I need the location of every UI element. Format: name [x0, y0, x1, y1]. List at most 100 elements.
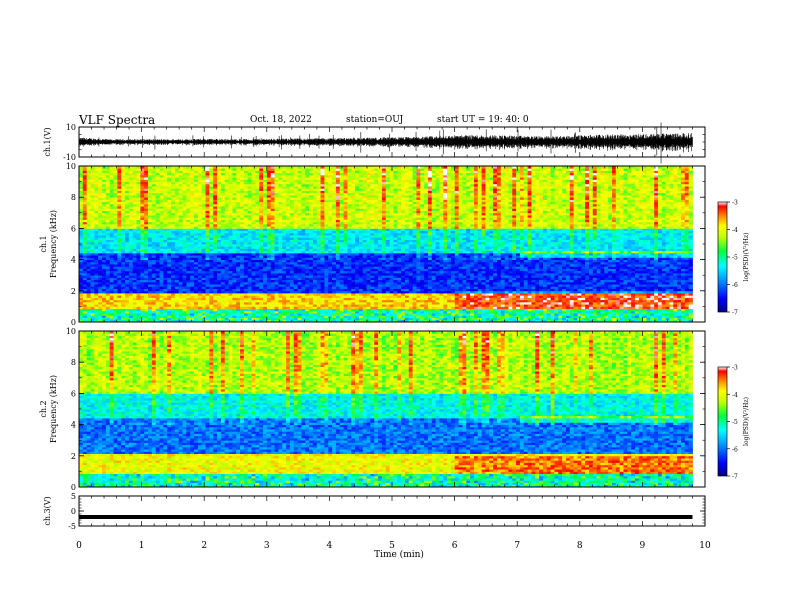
spectrogram-cell [615, 290, 621, 294]
spectrogram-cell [171, 306, 176, 310]
spectrogram-cell [102, 304, 107, 307]
spectrogram-cell [450, 295, 456, 298]
spectrogram-cell [259, 306, 264, 310]
spectrogram-cell [508, 277, 513, 281]
spectrogram-cell [335, 299, 341, 303]
spectrogram-cell [263, 313, 268, 316]
spectrogram-cell [462, 308, 467, 312]
spectrogram-cell [427, 279, 433, 283]
spectrogram-cell [209, 310, 214, 314]
spectrogram-cell [585, 299, 590, 303]
spectrogram-cell [278, 293, 283, 296]
spectrogram-cell [385, 281, 390, 285]
spectrogram-cell [151, 306, 157, 310]
spectrogram-cell [205, 295, 210, 298]
spectrogram-cell [182, 290, 187, 294]
spectrogram-cell [592, 319, 598, 323]
spectrogram-cell [109, 272, 114, 276]
spectrogram-cell [504, 304, 509, 307]
spectrogram-cell [535, 279, 540, 283]
spectrogram-cell [654, 310, 659, 314]
spectrogram-cell [500, 270, 505, 274]
spectrogram-cell [596, 308, 601, 312]
spectrogram-cell [523, 299, 528, 303]
spectrogram-cell [577, 315, 582, 318]
spectrogram-cell [539, 286, 544, 289]
spectrogram-cell [121, 304, 126, 307]
spectrogram-cell [393, 293, 398, 296]
spectrogram-cell [454, 284, 459, 287]
spectrogram-cell [343, 284, 348, 287]
spectrogram-cell [190, 286, 195, 289]
spectrogram-cell [596, 317, 601, 321]
spectrogram-cell [255, 270, 260, 274]
spectrogram-cell [397, 270, 402, 274]
spectrogram-cell [194, 301, 199, 305]
spectrogram-cell [654, 299, 659, 303]
spectrogram-cell [592, 288, 598, 292]
spectrogram-cell [144, 310, 149, 314]
spectrogram-cell [615, 277, 621, 281]
spectrogram-cell [343, 286, 348, 289]
spectrogram-cell [615, 315, 621, 318]
spectrogram-cell [684, 315, 690, 318]
spectrogram-cell [623, 272, 628, 276]
spectrogram-cell [585, 288, 590, 292]
spectrogram-cell [335, 284, 341, 287]
spectrogram-cell [194, 299, 199, 303]
spectrogram-cell [148, 275, 153, 278]
spectrogram-cell [86, 281, 91, 285]
spectrogram-cell [289, 299, 295, 303]
spectrogram-cell [684, 297, 690, 301]
spectrogram-cell [565, 313, 571, 316]
spectrogram-cell [190, 288, 195, 292]
spectrogram-cell [339, 281, 344, 285]
spectrogram-cell [159, 304, 164, 307]
spectrogram-cell [213, 288, 218, 292]
spectrogram-cell [366, 310, 371, 314]
spectrogram-cell [512, 270, 517, 274]
spectrogram-cell [588, 297, 594, 301]
spectrogram-cell [424, 279, 429, 283]
spectrogram-cell [301, 288, 306, 292]
spectrogram-cell [86, 315, 91, 318]
spectrogram-cell [209, 297, 214, 301]
spectrogram-cell [286, 277, 291, 281]
spectrogram-cell [355, 288, 360, 292]
spectrogram-cell [355, 299, 360, 303]
spectrogram-cell [320, 306, 325, 310]
spectrogram-cell [496, 304, 502, 307]
spectrogram-cell [370, 306, 375, 310]
spectrogram-cell [232, 293, 237, 296]
spectrogram-cell [98, 286, 103, 289]
spectrogram-cell [86, 279, 91, 283]
spectrogram-cell [565, 284, 571, 287]
spectrogram-cell [592, 295, 598, 298]
spectrogram-cell [286, 310, 291, 314]
spectrogram-cell [500, 279, 505, 283]
spectrogram-cell [550, 272, 555, 276]
spectrogram-cell [481, 272, 486, 276]
spectrogram-cell [270, 284, 275, 287]
spectrogram-cell [197, 268, 203, 272]
spectrogram-cell [174, 284, 180, 287]
spectrogram-cell [259, 304, 264, 307]
spectrogram-cell [358, 272, 364, 276]
spectrogram-cell [611, 272, 617, 276]
spectrogram-cell [263, 295, 268, 298]
spectrogram-cell [332, 304, 337, 307]
spectrogram-cell [458, 315, 463, 318]
spectrogram-cell [274, 299, 279, 303]
spectrogram-cell [79, 281, 84, 285]
spectrogram-cell [148, 295, 153, 298]
spectrogram-cell [259, 315, 264, 318]
spectrogram-cell [619, 288, 624, 292]
spectrogram-cell [82, 286, 88, 289]
spectrogram-cell [358, 275, 364, 278]
spectrogram-cell [278, 281, 283, 285]
spectrogram-cell [282, 279, 287, 283]
spectrogram-cell [412, 306, 417, 310]
spectrogram-cell [439, 317, 444, 321]
spectrogram-cell [604, 295, 609, 298]
spectrogram-cell [519, 319, 525, 323]
